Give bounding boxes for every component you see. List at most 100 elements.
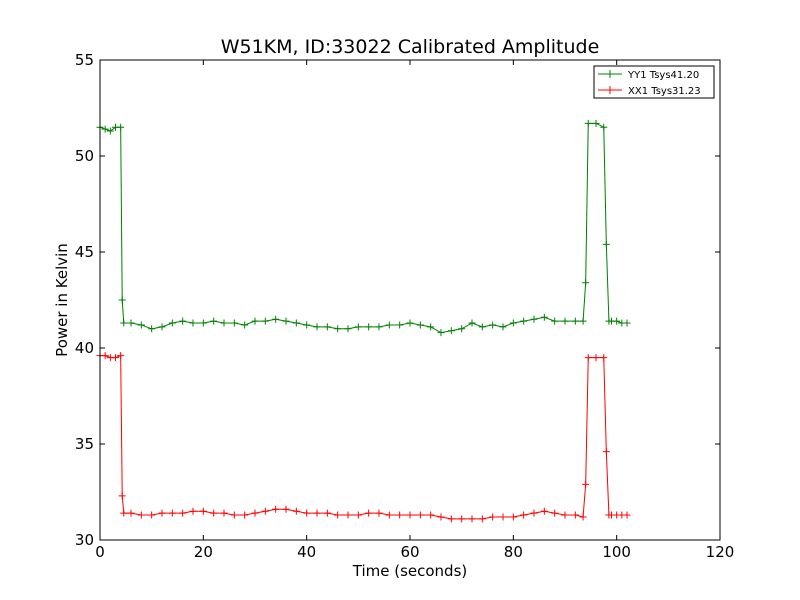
- data-point-marker: [148, 511, 156, 519]
- data-point-marker: [561, 317, 569, 325]
- data-point-marker: [323, 323, 331, 331]
- data-point-marker: [230, 511, 238, 519]
- data-point-marker: [117, 123, 125, 131]
- x-tick-label: 100: [602, 543, 631, 561]
- y-axis-title: Power in Kelvin: [53, 243, 71, 357]
- data-point-marker: [210, 317, 218, 325]
- data-point-marker: [137, 321, 145, 329]
- data-point-marker: [189, 507, 197, 515]
- data-point-marker: [158, 509, 166, 517]
- y-tick-label: 40: [75, 339, 94, 357]
- data-point-marker: [101, 352, 109, 360]
- x-tick-label: 120: [706, 543, 735, 561]
- data-point-marker: [261, 317, 269, 325]
- legend-marker-yy1: [606, 70, 614, 78]
- x-tick-label: 80: [504, 543, 523, 561]
- data-point-marker: [303, 509, 311, 517]
- data-point-marker: [354, 323, 362, 331]
- data-point-marker: [489, 513, 497, 521]
- data-point-marker: [375, 323, 383, 331]
- data-point-marker: [592, 119, 600, 127]
- data-point-marker: [437, 329, 445, 337]
- data-point-marker: [168, 319, 176, 327]
- data-point-marker: [579, 513, 587, 521]
- data-point-marker: [499, 323, 507, 331]
- data-point-marker: [416, 511, 424, 519]
- x-tick-label: 60: [400, 543, 419, 561]
- data-point-marker: [118, 492, 126, 500]
- data-point-marker: [210, 509, 218, 517]
- data-point-marker: [365, 323, 373, 331]
- series-0: [96, 119, 631, 337]
- chart-title: W51KM, ID:33022 Calibrated Amplitude: [221, 36, 600, 58]
- y-tick-label: 55: [75, 51, 94, 69]
- data-point-marker: [168, 509, 176, 517]
- legend-label-yy1: YY1 Tsys41.20: [627, 70, 699, 81]
- data-point-marker: [584, 119, 592, 127]
- data-point-marker: [437, 513, 445, 521]
- data-point-marker: [509, 319, 517, 327]
- data-point-marker: [303, 321, 311, 329]
- data-point-marker: [602, 448, 610, 456]
- data-point-marker: [251, 317, 259, 325]
- data-point-marker: [579, 317, 587, 325]
- data-point-marker: [137, 511, 145, 519]
- data-point-marker: [478, 323, 486, 331]
- data-point-marker: [118, 296, 126, 304]
- data-point-marker: [396, 321, 404, 329]
- y-tick-label: 45: [75, 243, 94, 261]
- data-point-marker: [623, 319, 631, 327]
- data-point-marker: [396, 511, 404, 519]
- series-1: [96, 352, 631, 523]
- data-point-marker: [106, 127, 114, 135]
- data-point-marker: [582, 480, 590, 488]
- data-point-marker: [323, 509, 331, 517]
- data-point-marker: [313, 323, 321, 331]
- data-point-marker: [241, 511, 249, 519]
- y-tick-label: 50: [75, 147, 94, 165]
- data-point-marker: [127, 319, 135, 327]
- data-point-marker: [571, 317, 579, 325]
- data-point-marker: [520, 317, 528, 325]
- data-point-marker: [600, 354, 608, 362]
- data-point-marker: [530, 315, 538, 323]
- data-point-marker: [272, 315, 280, 323]
- ticks-layer: 0 20 40 60 80 100 120 30 35 40 45 50 55: [75, 51, 734, 561]
- data-point-marker: [385, 511, 393, 519]
- data-point-marker: [120, 509, 128, 517]
- data-point-marker: [220, 509, 228, 517]
- y-tick-label: 30: [75, 531, 94, 549]
- data-point-marker: [282, 505, 290, 513]
- data-point-marker: [406, 511, 414, 519]
- data-point-marker: [120, 319, 128, 327]
- data-point-marker: [112, 354, 119, 362]
- data-point-marker: [365, 509, 373, 517]
- data-point-marker: [499, 513, 507, 521]
- data-point-marker: [584, 354, 592, 362]
- data-point-marker: [199, 507, 207, 515]
- data-point-marker: [117, 352, 125, 360]
- data-point-marker: [447, 515, 455, 523]
- data-point-marker: [385, 321, 393, 329]
- data-point-marker: [468, 515, 476, 523]
- data-point-marker: [189, 319, 197, 327]
- data-point-marker: [158, 323, 166, 331]
- legend-marker-xx1: [606, 86, 614, 94]
- data-point-marker: [199, 319, 207, 327]
- data-point-marker: [416, 321, 424, 329]
- data-point-marker: [468, 319, 476, 327]
- x-tick-label: 20: [194, 543, 213, 561]
- data-point-marker: [334, 511, 342, 519]
- data-point-marker: [427, 323, 435, 331]
- data-point-marker: [520, 511, 528, 519]
- data-point-marker: [623, 511, 631, 519]
- data-point-marker: [613, 317, 621, 325]
- data-point-marker: [282, 317, 290, 325]
- data-point-marker: [592, 354, 600, 362]
- data-point-marker: [127, 509, 135, 517]
- data-point-marker: [489, 321, 497, 329]
- data-point-marker: [344, 511, 352, 519]
- data-point-marker: [571, 511, 579, 519]
- data-point-marker: [551, 317, 559, 325]
